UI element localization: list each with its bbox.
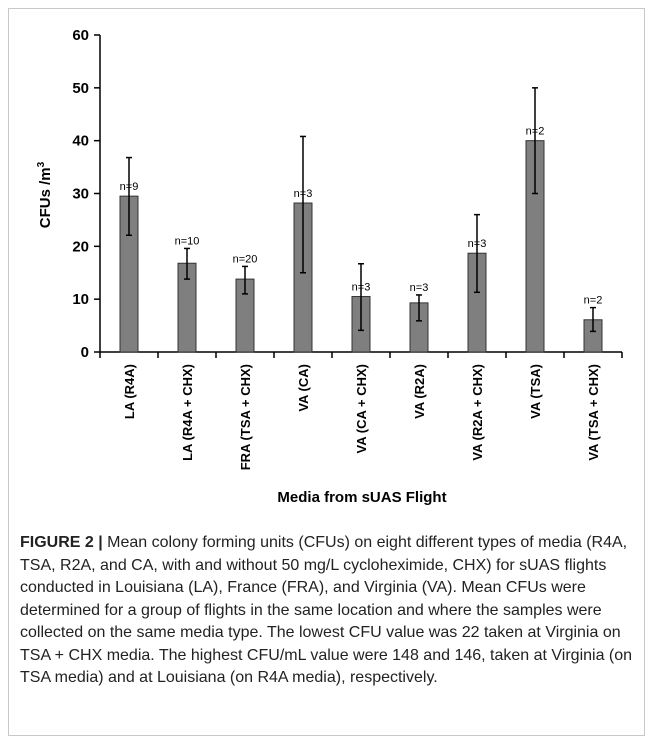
x-tick-label: VA (TSA + CHX) (586, 364, 601, 461)
x-tick-label: VA (TSA) (528, 364, 543, 419)
x-tick-label: LA (R4A + CHX) (180, 364, 195, 461)
y-tick-label: 0 (81, 344, 89, 361)
y-tick-label: 40 (72, 133, 89, 150)
n-label: n=3 (294, 188, 313, 200)
caption-label: FIGURE 2 | (20, 534, 103, 551)
y-axis-label-superscript: 3 (36, 161, 47, 167)
n-label: n=10 (175, 235, 200, 247)
n-label: n=2 (584, 295, 603, 307)
x-tick-label: VA (R2A + CHX) (470, 364, 485, 461)
y-tick-label: 60 (72, 27, 89, 44)
svg-text:CFUs /m3: CFUs /m3 (36, 161, 54, 228)
n-label: n=3 (352, 282, 371, 294)
x-tick-label: VA (CA) (296, 364, 311, 412)
y-axis-label-text: CFUs /m (37, 167, 54, 228)
n-label: n=3 (410, 282, 429, 294)
y-tick-label: 50 (72, 80, 89, 97)
y-tick-label: 30 (72, 186, 89, 203)
caption-text: Mean colony forming units (CFUs) on eigh… (20, 534, 633, 686)
x-tick-label: FRA (TSA + CHX) (238, 364, 253, 470)
y-axis-label: CFUs /m3 (36, 161, 54, 228)
x-tick-label: VA (R2A) (412, 364, 427, 419)
x-axis: LA (R4A) LA (R4A + CHX) FRA (TSA + CHX) VA … (99, 351, 623, 470)
figure-frame (8, 8, 645, 736)
x-tick-label: VA (CA + CHX) (354, 364, 369, 453)
bar-chart: 0 10 20 30 40 50 60 LA (R4A) LA (R4A + CHX) FRA … (36, 27, 623, 506)
y-axis: 0 10 20 30 40 50 60 (72, 27, 101, 361)
figure-caption: FIGURE 2 | Mean colony forming units (CF… (20, 532, 642, 690)
bars: n=9 n=10 n=20 n=3 n=3 n=3 n=3 n=2 n=2 (119, 87, 603, 353)
y-tick-label: 10 (72, 291, 89, 308)
x-tick-label: LA (R4A) (122, 364, 137, 419)
x-axis-label: Media from sUAS Flight (277, 489, 446, 506)
n-label: n=3 (468, 238, 487, 250)
n-label: n=9 (120, 181, 139, 193)
n-label: n=20 (233, 253, 258, 265)
y-tick-label: 20 (72, 238, 89, 255)
n-label: n=2 (526, 126, 545, 138)
